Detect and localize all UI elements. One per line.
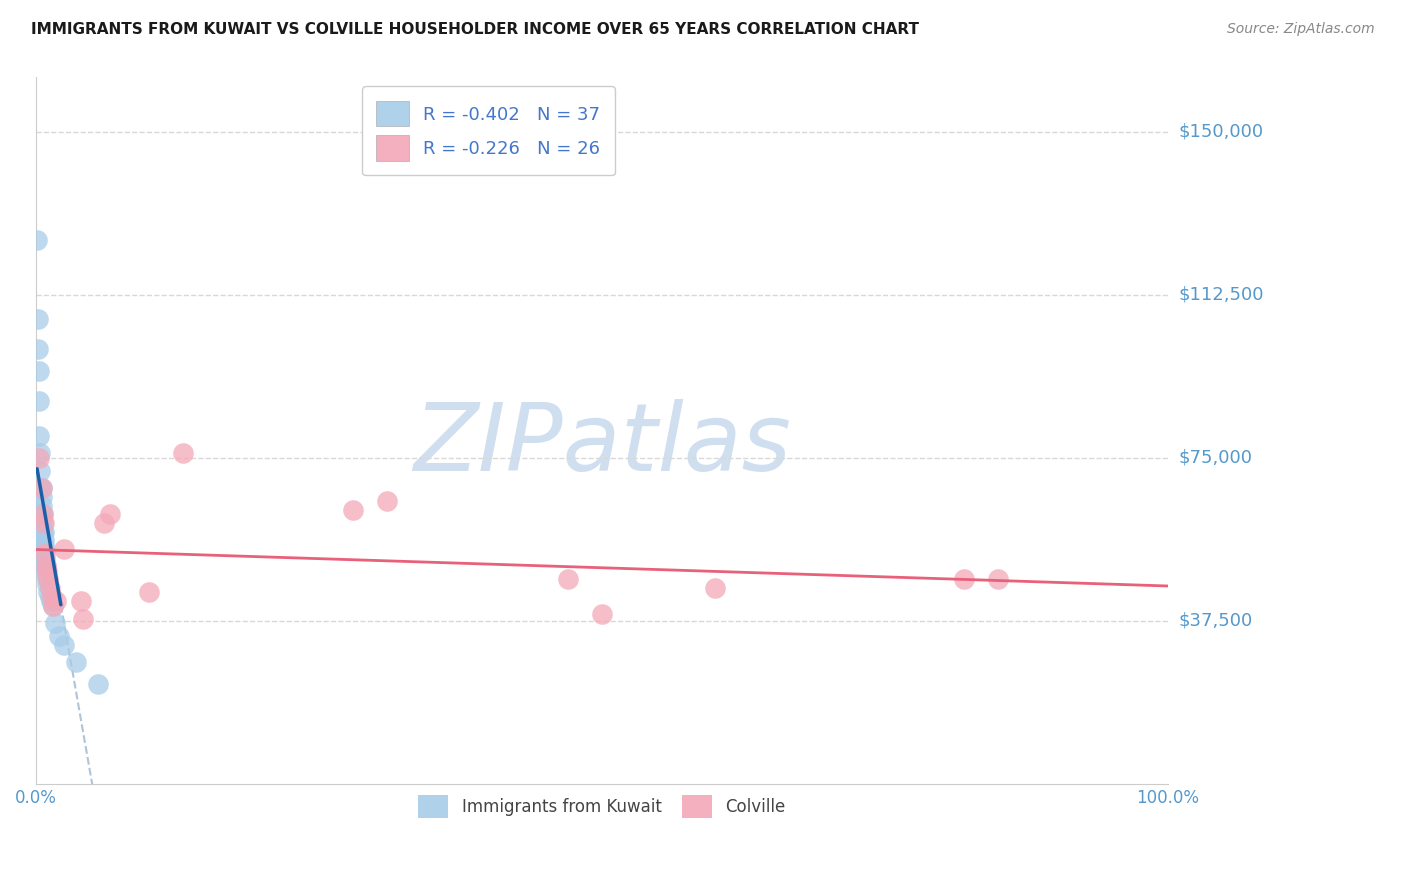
Point [87, 677, 110, 691]
Point [30, 464, 52, 478]
Text: $112,500: $112,500 [1180, 285, 1264, 304]
Point [31, 481, 53, 495]
Point [35, 564, 58, 578]
Point [70, 594, 93, 608]
Point [39, 594, 62, 608]
Point [38, 581, 60, 595]
Point [987, 573, 1010, 587]
Point [44, 615, 66, 630]
Point [31, 499, 53, 513]
Text: ZIPatlas: ZIPatlas [413, 400, 790, 491]
Point [37, 585, 59, 599]
Point [31, 508, 53, 522]
Point [28, 394, 51, 409]
Point [704, 581, 727, 595]
Point [375, 494, 398, 508]
Point [557, 573, 579, 587]
Point [342, 503, 364, 517]
Point [30, 446, 52, 460]
Point [30, 481, 52, 495]
Point [32, 516, 55, 530]
Point [953, 573, 976, 587]
Point [45, 594, 67, 608]
Text: IMMIGRANTS FROM KUWAIT VS COLVILLE HOUSEHOLDER INCOME OVER 65 YEARS CORRELATION : IMMIGRANTS FROM KUWAIT VS COLVILLE HOUSE… [31, 22, 920, 37]
Point [53, 638, 76, 652]
Point [34, 559, 56, 574]
Point [28, 364, 51, 378]
Point [35, 559, 58, 574]
Legend: Immigrants from Kuwait, Colville: Immigrants from Kuwait, Colville [412, 788, 792, 825]
Point [31, 490, 53, 504]
Point [48, 629, 70, 643]
Text: $37,500: $37,500 [1180, 612, 1253, 630]
Text: Source: ZipAtlas.com: Source: ZipAtlas.com [1227, 22, 1375, 37]
Point [65, 655, 87, 669]
Point [34, 546, 56, 560]
Point [172, 446, 194, 460]
Point [31, 516, 53, 530]
Point [31, 508, 53, 522]
Point [27, 311, 49, 326]
Point [37, 576, 59, 591]
Point [138, 585, 160, 599]
Point [42, 599, 65, 613]
Point [27, 342, 49, 356]
Point [37, 573, 59, 587]
Point [93, 516, 115, 530]
Point [53, 542, 76, 557]
Point [32, 524, 55, 539]
Point [32, 533, 55, 548]
Point [38, 590, 60, 604]
Point [42, 599, 65, 613]
Point [32, 542, 55, 557]
Point [591, 607, 613, 622]
Point [28, 429, 51, 443]
Point [28, 450, 51, 465]
Point [35, 559, 58, 574]
Point [72, 611, 94, 625]
Point [35, 568, 58, 582]
Point [37, 573, 59, 587]
Point [34, 550, 56, 565]
Point [25, 234, 48, 248]
Point [31, 524, 53, 539]
Point [37, 564, 59, 578]
Point [32, 538, 55, 552]
Point [41, 590, 63, 604]
Point [34, 555, 56, 569]
Text: $150,000: $150,000 [1180, 123, 1264, 141]
Point [98, 508, 121, 522]
Point [31, 508, 53, 522]
Text: $75,000: $75,000 [1180, 449, 1253, 467]
Point [31, 481, 53, 495]
